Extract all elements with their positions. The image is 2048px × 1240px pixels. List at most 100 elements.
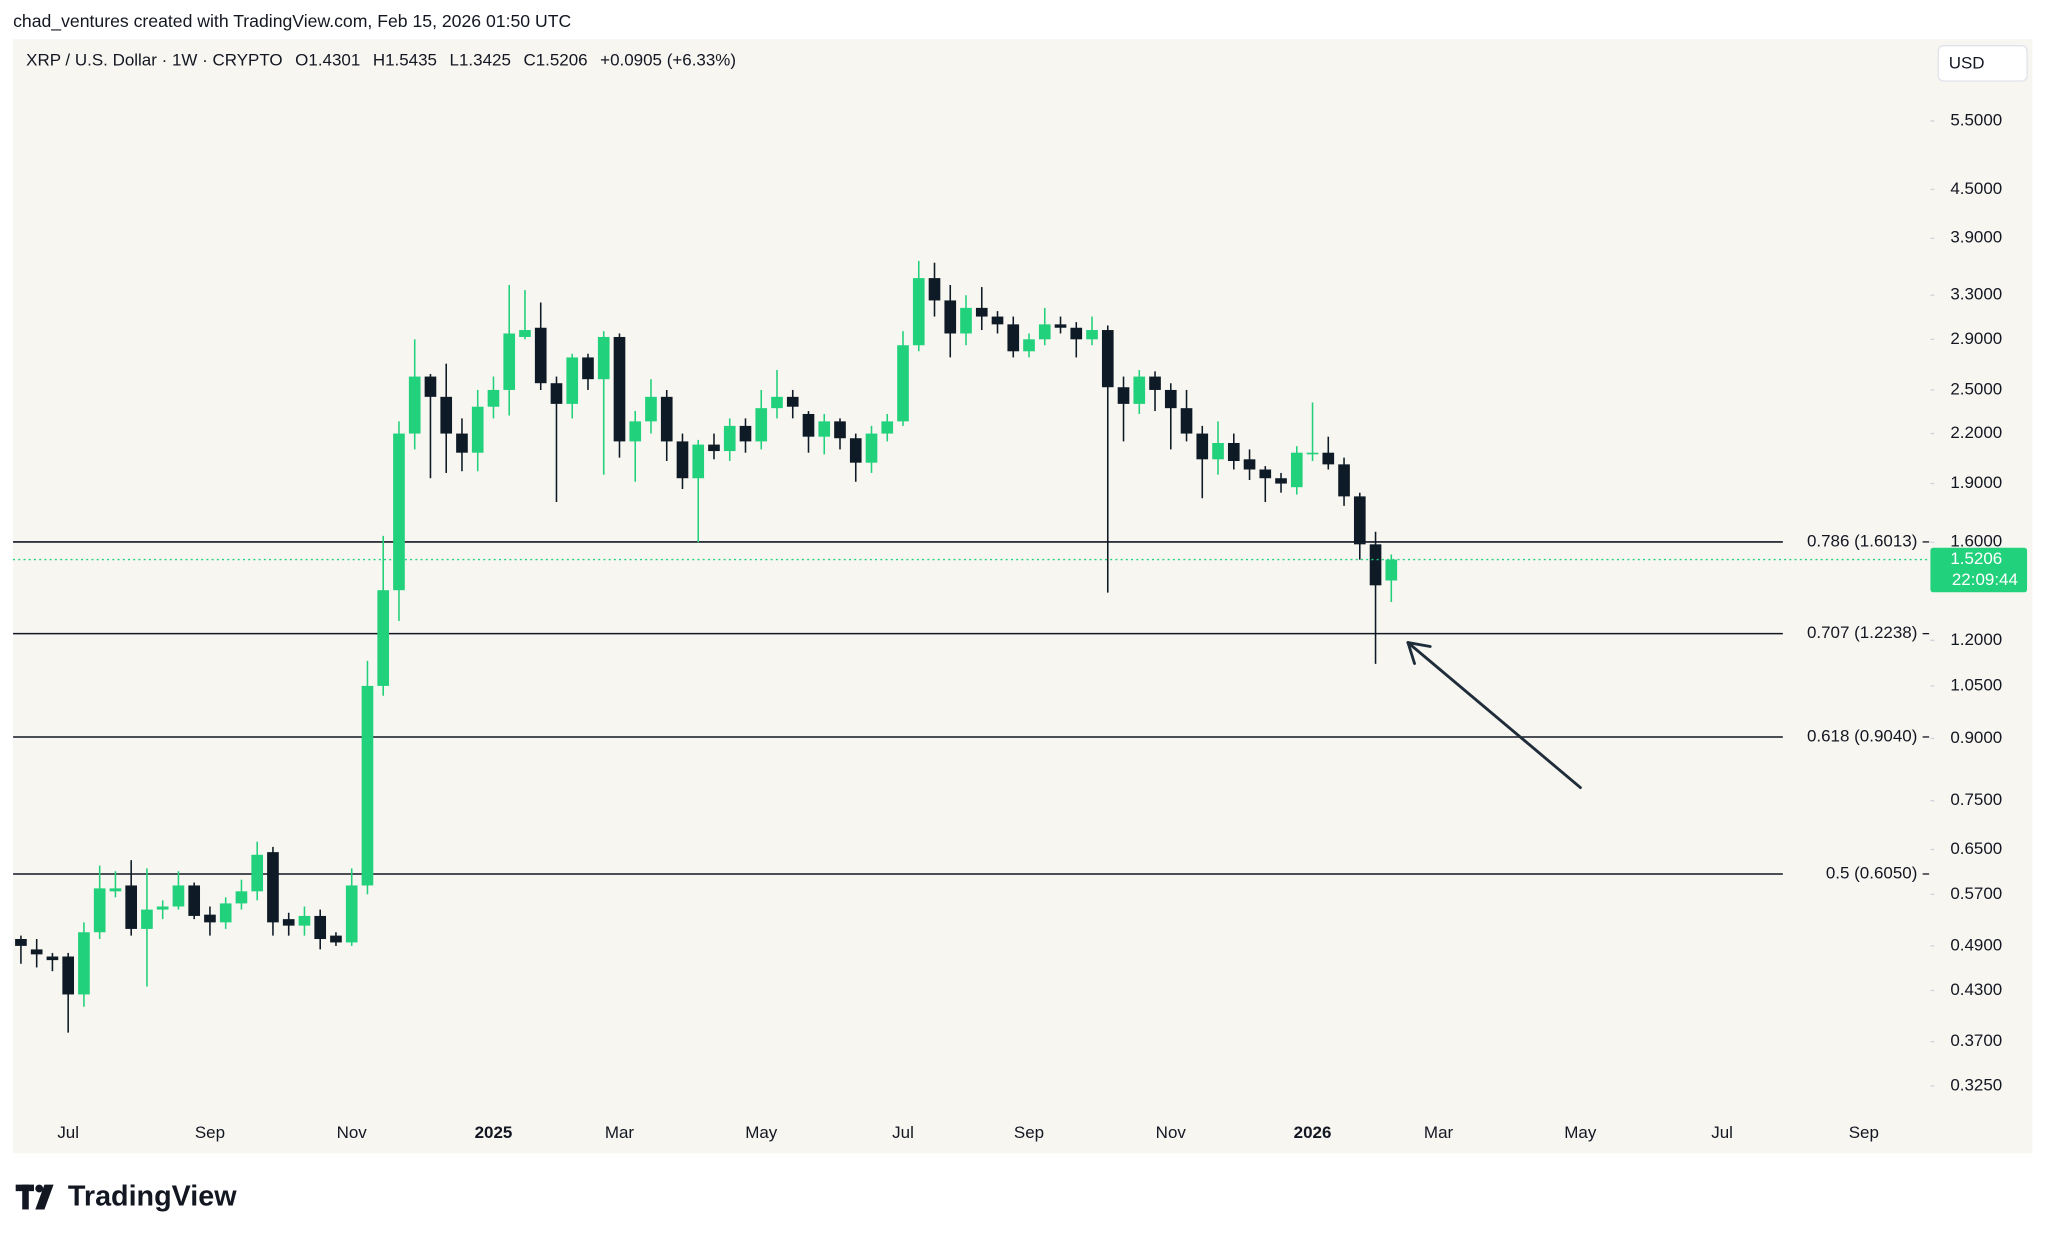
candle-body xyxy=(550,383,563,404)
candle-body xyxy=(1007,324,1020,352)
candle-body xyxy=(1227,442,1240,461)
candle-body xyxy=(1353,496,1366,545)
y-tick-label: 1.9000 xyxy=(1950,473,2002,492)
open-value: O1.4301 xyxy=(295,51,360,70)
currency-button[interactable] xyxy=(1937,45,2028,82)
candle-body xyxy=(282,919,295,926)
y-tick-label: 0.5700 xyxy=(1950,884,2002,903)
x-tick-label: Nov xyxy=(337,1123,368,1142)
currency-label: USD xyxy=(1949,53,1985,72)
header: chad_ventures created with TradingView.c… xyxy=(13,11,571,32)
candle-body xyxy=(251,854,264,892)
candle-body xyxy=(235,891,248,904)
candle-body xyxy=(377,590,390,686)
y-tick-label: 5.5000 xyxy=(1950,110,2002,129)
candle-body xyxy=(1290,452,1303,488)
candle-body xyxy=(487,389,500,407)
y-tick-label: 0.9000 xyxy=(1950,728,2002,747)
candle-body xyxy=(78,932,90,995)
x-tick-label: Jul xyxy=(1711,1123,1733,1142)
countdown-label: 22:09:44 xyxy=(1952,570,2018,589)
y-tick-label: 2.5000 xyxy=(1950,379,2002,398)
candle-body xyxy=(361,685,374,886)
fib-level-label: 0.786 (1.6013) xyxy=(1807,531,1917,550)
high-value: H1.5435 xyxy=(373,51,437,70)
plot: 0.786 (1.6013) 0.707 (1.2238) 0.618 (0.904… xyxy=(13,110,2028,1142)
x-tick-label: Sep xyxy=(195,1123,225,1142)
candle-body xyxy=(519,330,531,337)
candle-body xyxy=(692,444,705,479)
x-tick-label: 2026 xyxy=(1294,1123,1332,1142)
candle-body xyxy=(1385,559,1398,581)
close-value: C1.5206 xyxy=(523,51,587,70)
candle-body xyxy=(125,885,138,929)
candle-body xyxy=(944,300,957,334)
candle-body xyxy=(818,421,831,437)
candle-body xyxy=(1086,330,1098,340)
x-tick-label: Jul xyxy=(892,1123,914,1142)
candle-body xyxy=(1306,452,1319,455)
x-tick-label: Nov xyxy=(1156,1123,1187,1142)
logo-mark xyxy=(22,1184,29,1210)
y-tick-label: 0.4300 xyxy=(1950,980,2002,999)
candle-body xyxy=(1038,324,1051,340)
candle-body xyxy=(408,376,421,434)
candle-body xyxy=(1369,544,1382,586)
candle-body xyxy=(613,336,626,442)
arrow xyxy=(1406,641,1582,790)
candle-body xyxy=(534,327,547,384)
x-tick-label: May xyxy=(1564,1123,1597,1142)
candle-body xyxy=(739,425,752,442)
x-tick-label: Sep xyxy=(1014,1123,1044,1142)
candle-body xyxy=(1133,376,1146,404)
candle-body xyxy=(629,421,642,442)
candle-body xyxy=(172,885,185,907)
candle-body xyxy=(975,307,988,317)
x-tick-label: Mar xyxy=(1424,1123,1454,1142)
arrow-head xyxy=(1406,641,1432,648)
y-tick-label: 2.9000 xyxy=(1950,329,2002,348)
low-value: L1.3425 xyxy=(450,51,511,70)
y-tick-label: 4.5000 xyxy=(1950,179,2002,198)
candle-body xyxy=(645,396,657,422)
candle-body xyxy=(723,425,736,452)
candle-body xyxy=(960,307,972,334)
candle-body xyxy=(881,421,894,434)
candle-body xyxy=(1275,478,1287,484)
x-tick-label: May xyxy=(745,1123,778,1142)
y-tick-label: 0.7500 xyxy=(1950,790,2002,809)
candle-body xyxy=(1101,330,1114,388)
candle-body xyxy=(786,396,799,407)
candle-body xyxy=(991,316,1004,325)
y-tick-label: 0.3250 xyxy=(1950,1075,2002,1094)
candle-body xyxy=(1070,327,1083,340)
candle-body xyxy=(267,852,279,923)
candle-body xyxy=(1338,464,1350,497)
candle-body xyxy=(393,433,405,591)
candle-body xyxy=(93,888,106,933)
candle-body xyxy=(897,345,909,422)
candle-body xyxy=(1196,433,1209,460)
candle-body xyxy=(912,278,925,346)
candle-body xyxy=(62,956,75,995)
candle-body xyxy=(424,376,437,397)
candle-body xyxy=(582,357,594,380)
candle-body xyxy=(46,956,59,961)
candle-body xyxy=(1180,408,1193,434)
change: +0.0905 (+6.33%) xyxy=(600,51,736,70)
candle-body xyxy=(1243,459,1256,470)
last-price-box xyxy=(1930,547,2028,593)
y-tick-label: 0.4900 xyxy=(1950,935,2002,954)
candle-body xyxy=(471,406,484,453)
candle-body xyxy=(440,396,453,434)
candle-body xyxy=(676,441,689,479)
candle-body xyxy=(30,949,43,955)
arrow-head xyxy=(1406,641,1416,665)
candle-body xyxy=(298,915,311,926)
y-tick-label: 3.3000 xyxy=(1950,285,2002,304)
candle-body xyxy=(345,885,358,943)
y-tick-label: 1.2000 xyxy=(1950,630,2002,649)
candle-body xyxy=(314,915,327,940)
candle-body xyxy=(849,438,862,463)
